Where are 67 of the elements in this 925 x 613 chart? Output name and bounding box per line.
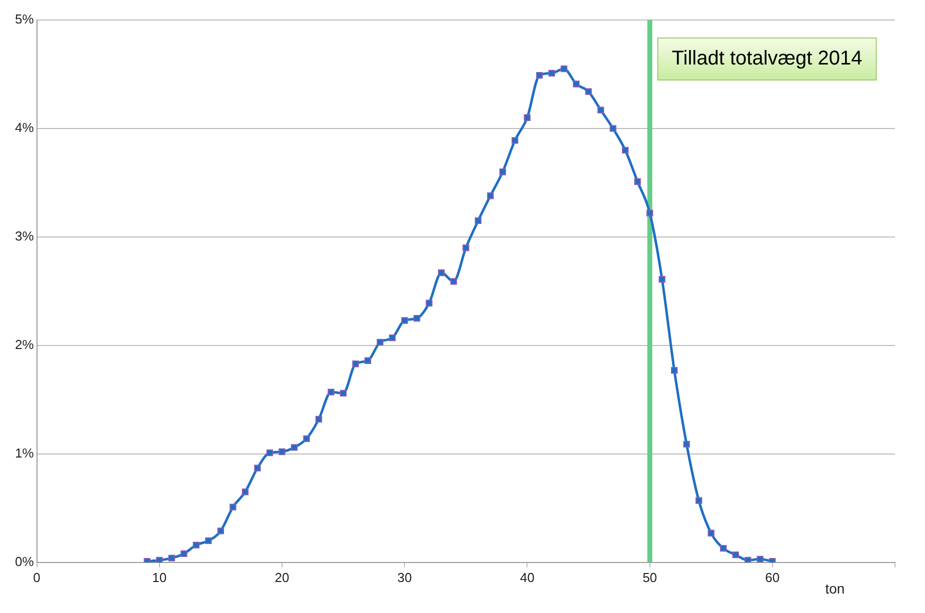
point [696,497,702,504]
point [524,114,531,121]
point [315,416,322,423]
point [708,530,714,536]
point [536,72,543,79]
ref-line-label: Tilladt totalvægt 2014 [672,48,862,70]
point [548,70,556,76]
point [683,440,690,448]
point [352,360,359,368]
point [756,556,764,562]
point [438,269,445,276]
point [474,217,482,224]
point [401,317,408,324]
point [585,88,592,95]
point [230,504,236,510]
point [192,542,200,548]
x-tick-label: 40 [520,570,534,585]
point [376,338,384,346]
point [303,435,310,442]
point [512,137,518,144]
y-tick-label: 3% [14,228,34,244]
point [499,168,506,176]
point [414,314,420,322]
point [156,556,163,562]
point [634,178,641,185]
point [622,146,629,154]
point [242,488,249,496]
x-tick-label: 20 [274,570,290,585]
point [364,357,372,364]
point [670,367,678,374]
x-axis-title: ton [825,580,845,596]
point [426,300,432,306]
point [278,448,286,456]
y-tick-label: 4% [14,120,34,136]
point [340,390,347,396]
y-tick-label: 2% [14,337,34,352]
point [450,278,457,285]
point [732,551,739,558]
x-tick-label: 10 [152,570,167,585]
point [205,537,212,544]
point [560,65,568,72]
point [744,556,752,562]
point [144,558,150,562]
point [180,550,188,558]
y-tick-label: 0% [14,554,34,569]
point [572,80,580,88]
point [217,528,224,534]
point [597,106,604,114]
point [290,444,298,451]
point [610,125,616,132]
point [658,276,666,283]
point [487,192,494,200]
y-tick-label: 1% [14,446,34,460]
point [254,464,261,472]
x-tick-label: 0 [33,570,40,585]
point [389,334,396,342]
point [328,388,334,396]
point [266,450,274,456]
x-tick-label: 30 [397,570,412,585]
point [168,554,175,562]
x-tick-label: 50 [642,570,658,585]
point [769,558,776,562]
point [646,210,654,216]
point [720,544,727,552]
y-tick-label: 5% [14,12,34,27]
point [462,244,470,252]
x-tick-label: 60 [765,570,780,585]
